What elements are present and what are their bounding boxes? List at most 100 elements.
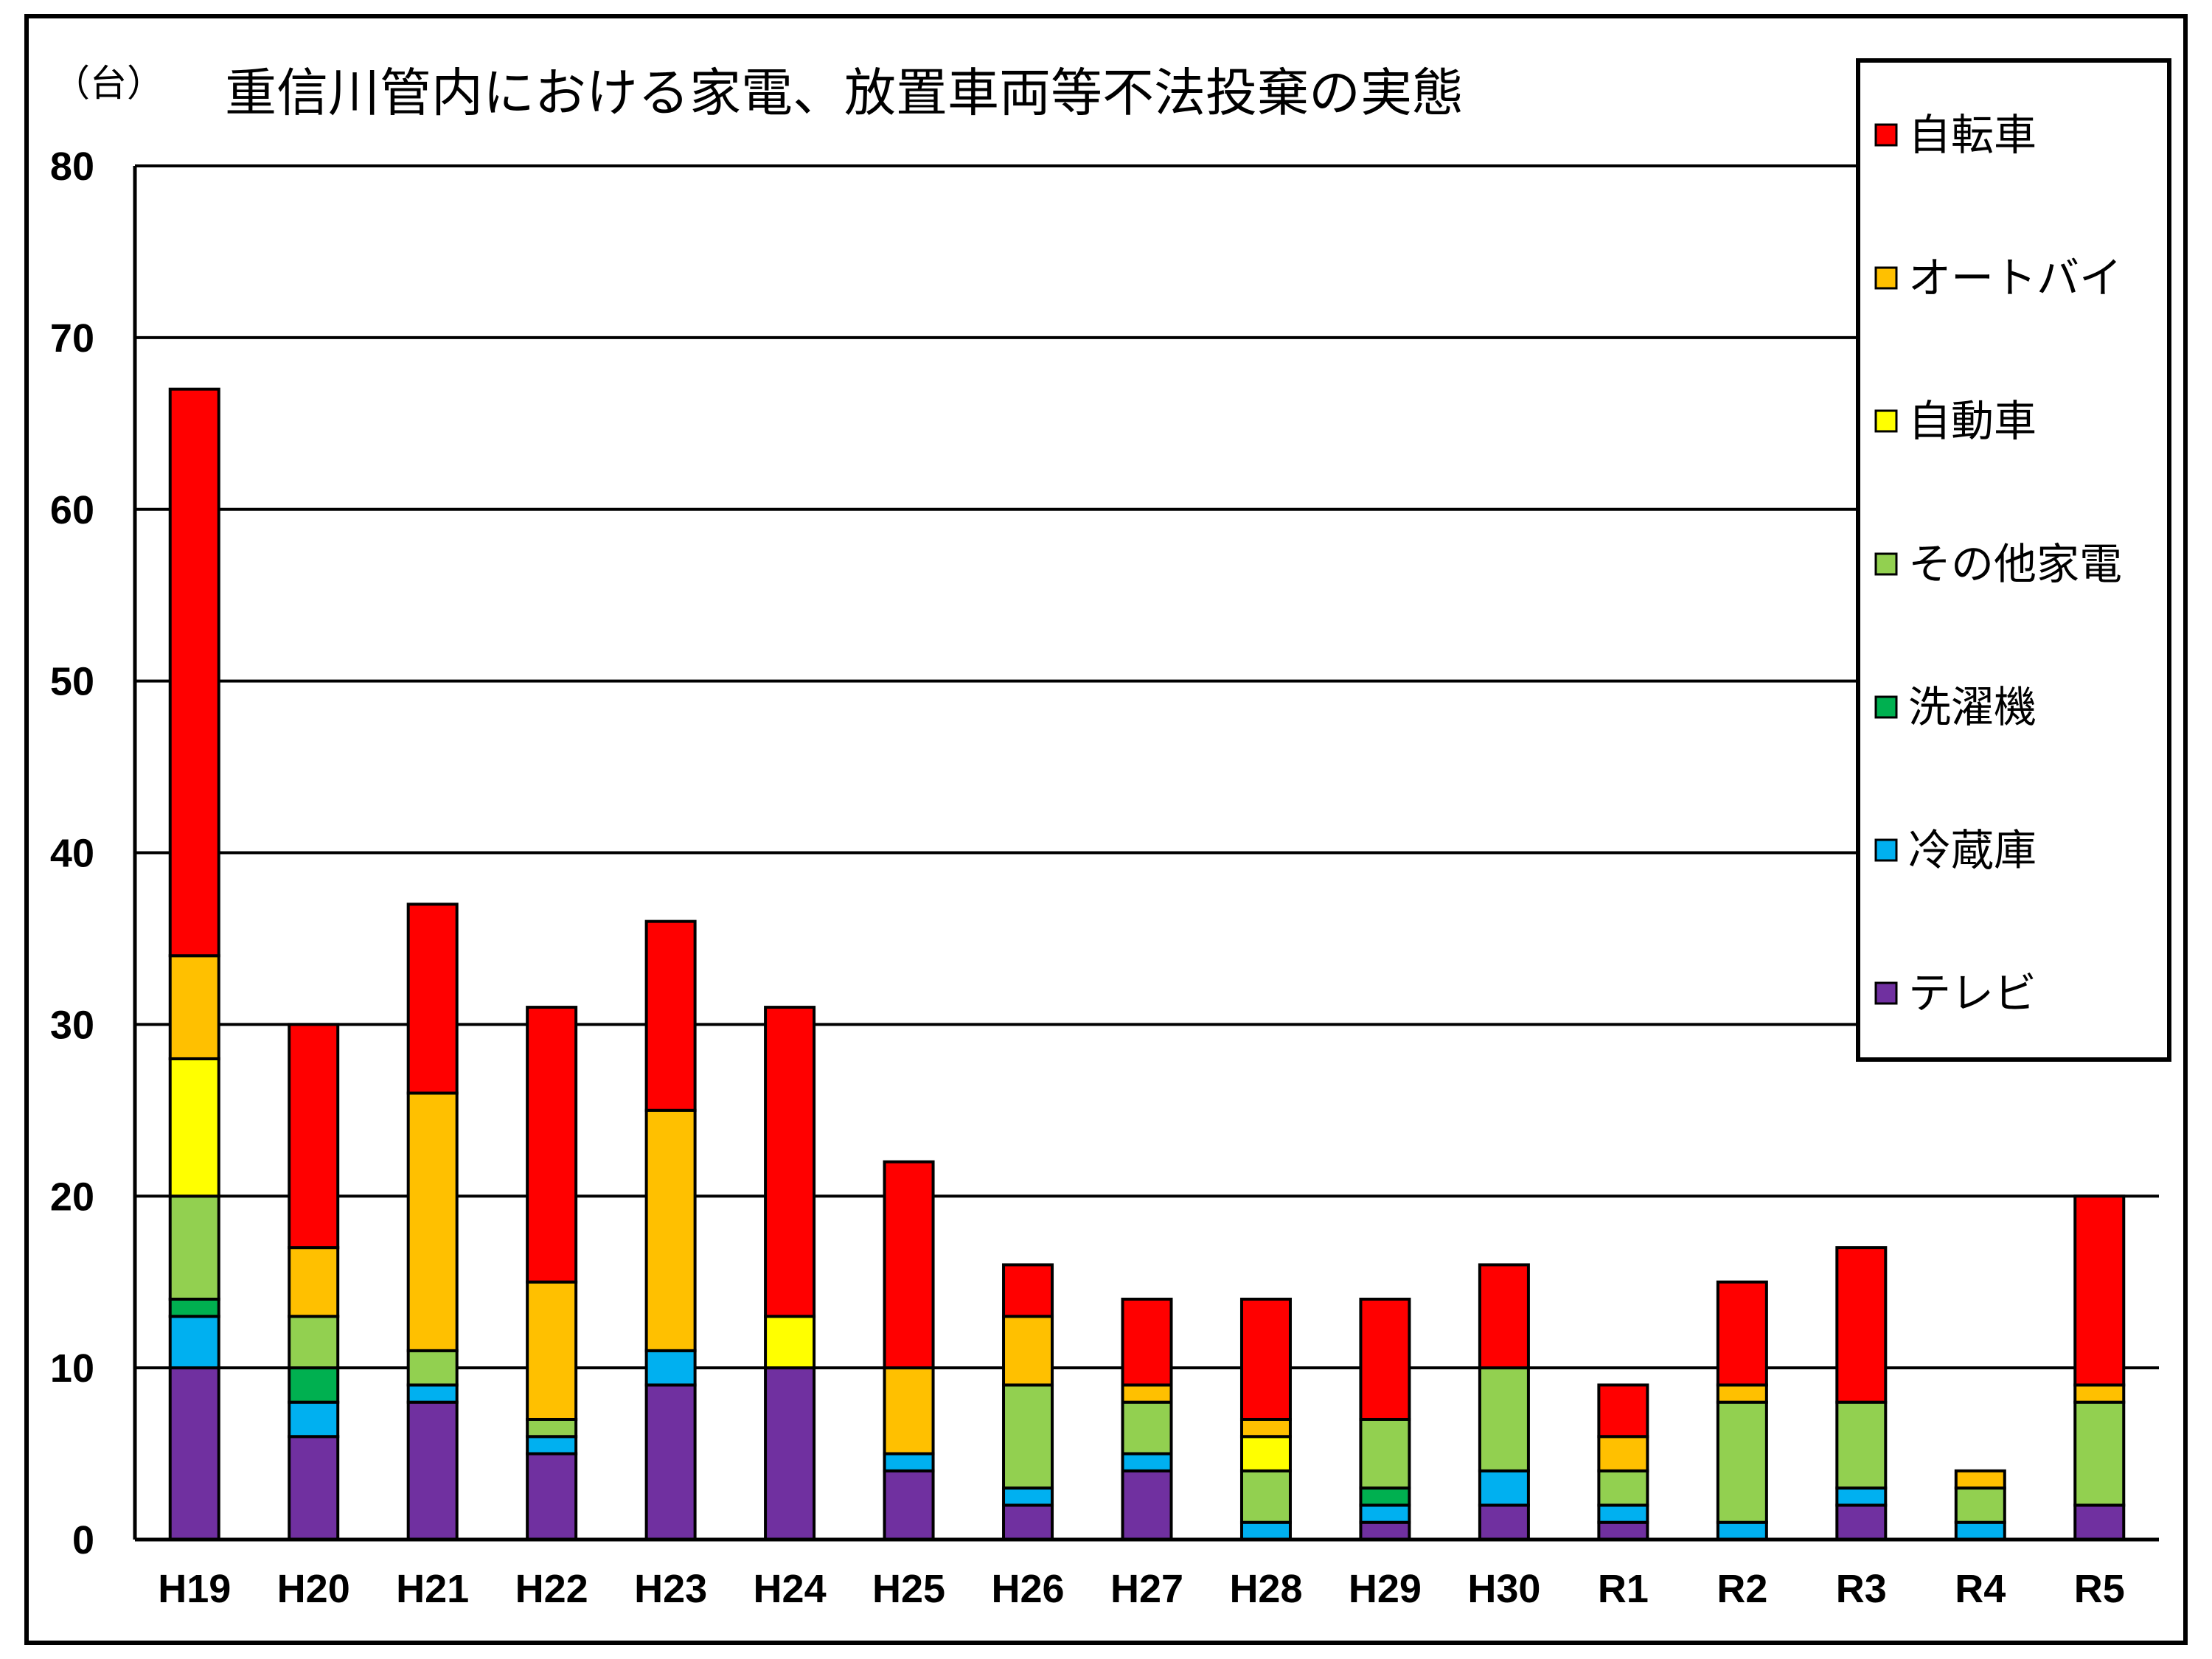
y-tick-label: 40 bbox=[50, 832, 94, 876]
bar-segment bbox=[406, 1349, 459, 1387]
y-tick-label: 80 bbox=[50, 145, 94, 189]
x-tick-label: H21 bbox=[396, 1567, 469, 1611]
bar-segment bbox=[764, 1315, 816, 1370]
legend-swatch bbox=[1874, 409, 1898, 433]
bar-segment bbox=[1002, 1315, 1054, 1387]
bar-segment bbox=[1002, 1503, 1054, 1542]
bar-segment bbox=[526, 1280, 578, 1421]
x-tick-label: H30 bbox=[1467, 1567, 1540, 1611]
legend-swatch bbox=[1874, 266, 1898, 290]
y-tick-label: 20 bbox=[50, 1175, 94, 1219]
bar-segment bbox=[288, 1315, 340, 1370]
bar-segment bbox=[2073, 1503, 2126, 1542]
chart-border bbox=[24, 14, 2188, 1645]
bar-segment bbox=[1478, 1503, 1530, 1542]
bar-segment bbox=[406, 1383, 459, 1404]
bar-segment bbox=[1954, 1469, 2006, 1490]
x-tick-label: H27 bbox=[1110, 1567, 1183, 1611]
legend-swatch bbox=[1874, 123, 1898, 147]
y-tick-label: 30 bbox=[50, 1003, 94, 1047]
bar-segment bbox=[1478, 1366, 1530, 1472]
bar-segment bbox=[168, 1297, 220, 1318]
legend-swatch bbox=[1874, 552, 1898, 576]
bar-segment bbox=[288, 1246, 340, 1318]
bar-segment bbox=[644, 1349, 697, 1387]
bar-segment bbox=[1121, 1383, 1173, 1404]
bar-segment bbox=[1597, 1469, 1649, 1507]
bar-segment bbox=[1359, 1297, 1411, 1421]
chart-title: 重信川管内における家電、放置車両等不法投棄の実態 bbox=[225, 63, 1464, 123]
bar-segment bbox=[883, 1160, 935, 1370]
bar-segment bbox=[2073, 1194, 2126, 1387]
x-tick-label: H19 bbox=[158, 1567, 231, 1611]
legend-box bbox=[1856, 58, 2171, 1062]
bar-segment bbox=[288, 1366, 340, 1404]
legend-item-label: 自動車 bbox=[1908, 396, 2037, 446]
y-tick-label: 10 bbox=[50, 1346, 94, 1391]
bar-segment bbox=[168, 954, 220, 1060]
bar-segment bbox=[1239, 1469, 1292, 1524]
bar-segment bbox=[406, 1091, 459, 1352]
bar-segment bbox=[168, 1315, 220, 1370]
legend-item-label: テレビ bbox=[1908, 968, 2037, 1018]
bar-segment bbox=[288, 1400, 340, 1439]
bar-segment bbox=[406, 1400, 459, 1541]
bar-segment bbox=[168, 1057, 220, 1198]
bar-segment bbox=[288, 1023, 340, 1250]
bar-segment bbox=[1954, 1520, 2006, 1541]
bar-segment bbox=[644, 1108, 697, 1352]
bar-segment bbox=[1239, 1417, 1292, 1439]
bar-segment bbox=[1597, 1383, 1649, 1439]
bar-segment bbox=[644, 1383, 697, 1541]
unit-label: （台） bbox=[53, 62, 164, 105]
bar-segment bbox=[1002, 1486, 1054, 1507]
legend-swatch bbox=[1874, 838, 1898, 862]
bar-segment bbox=[406, 902, 459, 1095]
x-tick-label: H20 bbox=[277, 1567, 350, 1611]
bar-segment bbox=[1002, 1263, 1054, 1318]
x-tick-label: H28 bbox=[1229, 1567, 1302, 1611]
legend-item-label: オートバイ bbox=[1908, 253, 2122, 303]
bar-segment bbox=[1239, 1520, 1292, 1541]
x-tick-label: R4 bbox=[1955, 1567, 2006, 1611]
legend-swatch bbox=[1874, 981, 1898, 1005]
bar-segment bbox=[1835, 1503, 1888, 1542]
y-tick-label: 70 bbox=[50, 316, 94, 361]
bars bbox=[168, 387, 2126, 1542]
legend-item-label: 自転車 bbox=[1908, 110, 2037, 160]
bar-segment bbox=[1716, 1520, 1768, 1541]
bar-segment bbox=[1835, 1486, 1888, 1507]
bar-segment bbox=[1359, 1503, 1411, 1524]
bar-segment bbox=[1121, 1452, 1173, 1472]
bar-segment bbox=[1597, 1435, 1649, 1472]
bar-segment bbox=[764, 1366, 816, 1541]
bar-segment bbox=[2073, 1383, 2126, 1404]
bar-segment bbox=[1121, 1297, 1173, 1387]
bar-segment bbox=[644, 919, 697, 1112]
bar-segment bbox=[1716, 1383, 1768, 1404]
legend-item-label: 洗濯機 bbox=[1908, 682, 2037, 732]
bar-segment bbox=[2073, 1400, 2126, 1507]
bar-segment bbox=[526, 1435, 578, 1455]
bar-segment bbox=[883, 1452, 935, 1472]
y-tick-label: 60 bbox=[50, 488, 94, 532]
x-tick-label: R5 bbox=[2074, 1567, 2125, 1611]
bar-segment bbox=[1002, 1383, 1054, 1490]
x-tick-labels: H19 H20 H21 H22 H23 H24 H25 H26 H27 H28 H29 H30 R1 R2… bbox=[158, 1567, 2125, 1611]
bar-segment bbox=[1835, 1400, 1888, 1490]
bar-segment bbox=[1359, 1486, 1411, 1507]
bar-segment bbox=[288, 1435, 340, 1542]
x-tick-label: R1 bbox=[1598, 1567, 1649, 1611]
bar-segment bbox=[883, 1469, 935, 1541]
bar-segment bbox=[1597, 1520, 1649, 1541]
bar-segment bbox=[883, 1366, 935, 1455]
x-tick-label: R3 bbox=[1836, 1567, 1887, 1611]
legend-item-label: 冷蔵庫 bbox=[1908, 825, 2037, 875]
bar-segment bbox=[1835, 1246, 1888, 1404]
legend-swatch bbox=[1874, 695, 1898, 719]
gridlines bbox=[135, 164, 2159, 1370]
x-tick-label: H29 bbox=[1349, 1567, 1422, 1611]
x-tick-label: H26 bbox=[991, 1567, 1064, 1611]
